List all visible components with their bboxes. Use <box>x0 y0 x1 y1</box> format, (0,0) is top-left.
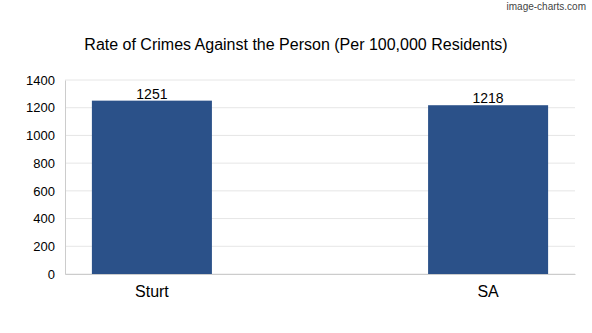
y-tick-label: 600 <box>33 184 55 199</box>
bars <box>92 101 548 274</box>
y-tick-label: 1200 <box>26 100 55 115</box>
data-label: 1218 <box>473 90 504 106</box>
bar <box>92 101 212 274</box>
y-tick: 1200 <box>26 100 65 115</box>
y-tick: 800 <box>33 156 65 171</box>
y-tick: 1400 <box>26 73 65 88</box>
title: Rate of Crimes Against the Person (Per 1… <box>84 36 507 53</box>
y-tick: 1000 <box>26 128 65 143</box>
y-tick-label: 400 <box>33 211 55 226</box>
data-label: 1251 <box>136 86 167 102</box>
x-tick-label: Sturt <box>135 283 169 300</box>
x-axis: Sturt SA <box>66 274 576 300</box>
x-tick: Sturt <box>135 274 169 300</box>
chart: image-charts.com Rate of Crimes Against t… <box>0 0 592 333</box>
y-tick-label: 1000 <box>26 128 55 143</box>
y-tick: 200 <box>33 239 65 254</box>
grid-line <box>65 80 575 81</box>
y-tick-label: 0 <box>48 267 55 282</box>
y-tick-label: 1400 <box>26 73 55 88</box>
y-tick: 600 <box>33 184 65 199</box>
y-tick-label: 200 <box>33 239 55 254</box>
y-axis-line <box>65 81 66 275</box>
watermark: image-charts.com <box>507 1 586 12</box>
plot: 0 200 400 600 800 1000 1200 1400 Sturt SA 1251 1218 <box>26 73 575 301</box>
data-labels: 1251 1218 <box>136 86 504 107</box>
y-tick-label: 800 <box>33 156 55 171</box>
x-tick: SA <box>477 274 499 300</box>
grid <box>65 80 575 274</box>
y-tick: 400 <box>33 211 65 226</box>
x-axis-line <box>66 274 576 275</box>
bar <box>428 105 548 274</box>
x-tick-label: SA <box>477 283 499 300</box>
y-axis: 0 200 400 600 800 1000 1200 1400 <box>26 73 65 282</box>
y-tick: 0 <box>48 267 65 282</box>
